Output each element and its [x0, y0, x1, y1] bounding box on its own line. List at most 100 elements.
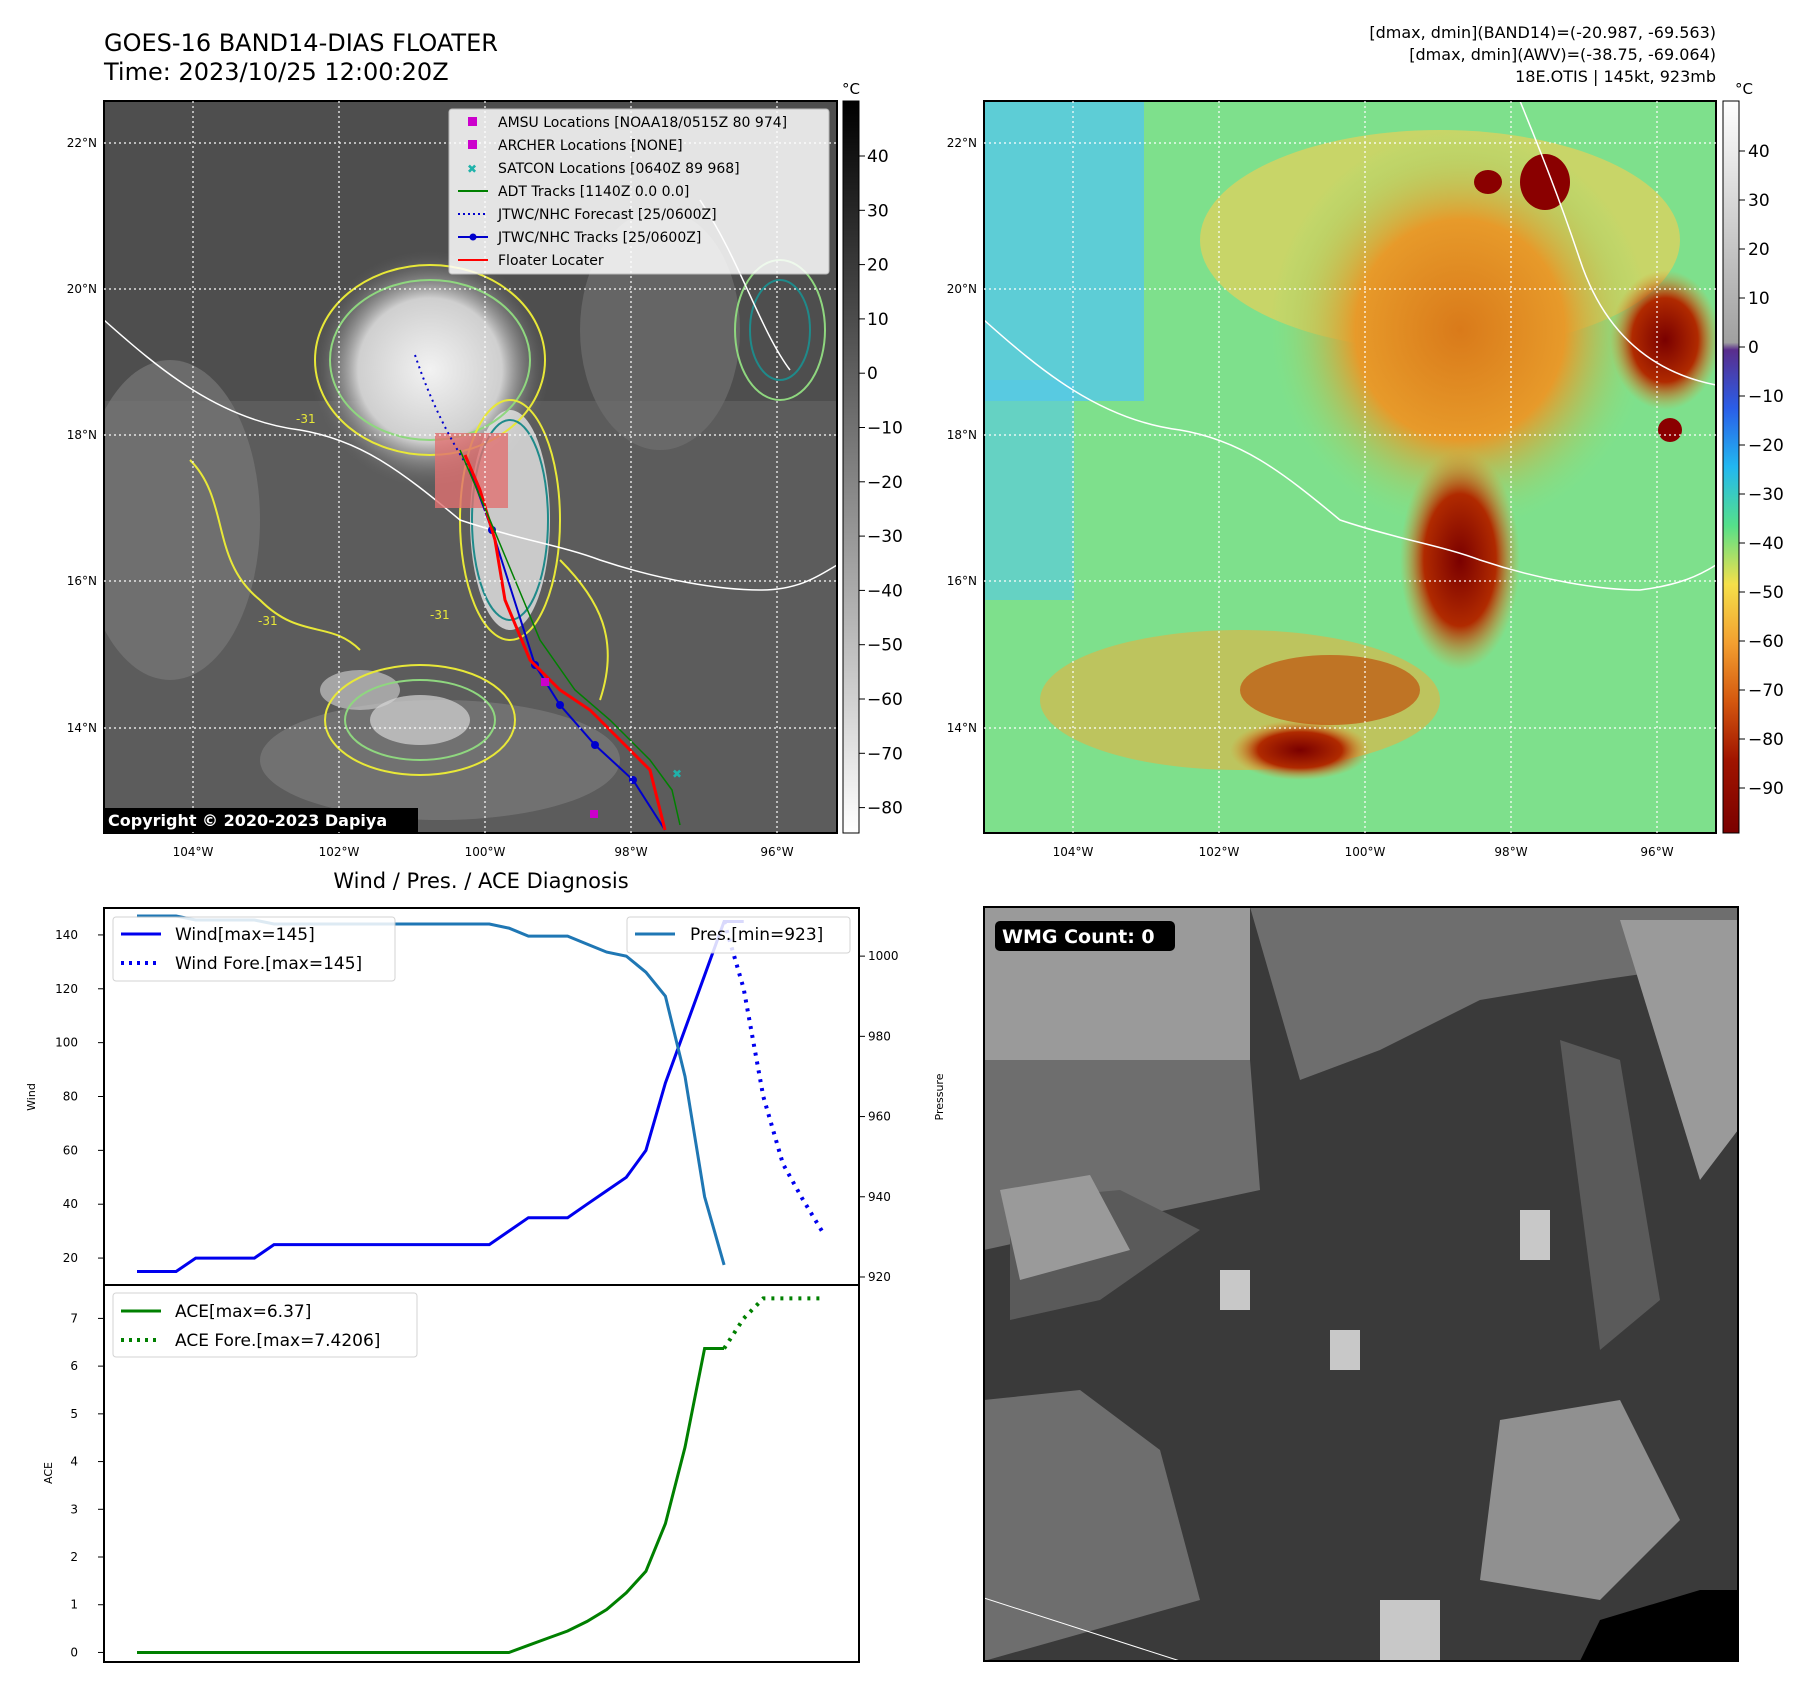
- colorbar-tick-label: −20: [867, 473, 903, 493]
- legend-wind-forecast: Wind Fore.[max=145]: [175, 954, 362, 974]
- contour-label: -31: [258, 614, 278, 628]
- lon-tick-label: 102°W: [1199, 845, 1240, 859]
- ace-tick-label: 5: [70, 1407, 78, 1421]
- wv-map-panel: °C 40 30 20 10 0 −10 −20 −30 −40 −50 −60 −70 −80 −90: [983, 80, 1784, 834]
- colorbar-tick-label: 0: [1748, 338, 1759, 358]
- legend-ace: ACE[max=6.37]: [175, 1302, 311, 1322]
- wind-tick-label: 140: [55, 928, 78, 942]
- wind-tick-label: 20: [63, 1251, 78, 1265]
- info-line2: [dmax, dmin](AWV)=(-38.75, -69.064): [1409, 45, 1716, 64]
- lon-tick-label: 96°W: [760, 845, 793, 859]
- wv-colorbar: [1722, 100, 1740, 834]
- colorbar-tick-label: 30: [867, 201, 889, 221]
- figure-title-line2: Time: 2023/10/25 12:00:20Z: [103, 58, 449, 86]
- lon-tick-label: 102°W: [319, 845, 360, 859]
- colorbar-tick-label: 20: [1748, 240, 1770, 260]
- legend-marker: ✖: [467, 162, 477, 176]
- colorbar-tick-label: 40: [1748, 142, 1770, 162]
- colorbar-tick-label: −90: [1748, 779, 1784, 799]
- lat-tick-label: 22°N: [67, 136, 97, 150]
- legend-label: Floater Locater: [498, 253, 604, 269]
- colorbar-tick-label: −60: [1748, 632, 1784, 652]
- pressure-legend: Pres.[min=923]: [626, 916, 851, 954]
- wv-colorbar-unit: °C: [1735, 80, 1753, 98]
- legend-label: SATCON Locations [0640Z 89 968]: [498, 161, 740, 177]
- lon-tick-label: 100°W: [1345, 845, 1386, 859]
- colorbar-tick-label: −80: [867, 799, 903, 819]
- wmg-count-text: WMG Count: 0: [1002, 926, 1155, 948]
- wv-gridlines: [984, 101, 1716, 833]
- legend-ace-forecast: ACE Fore.[max=7.4206]: [175, 1331, 380, 1351]
- ir-legend: AMSU Locations [NOAA18/0515Z 80 974] ARCH…: [448, 108, 830, 275]
- ace-forecast-line: [722, 1296, 822, 1350]
- wind-legend: Wind[max=145] Wind Fore.[max=145]: [112, 916, 396, 982]
- colorbar-tick-label: 40: [867, 147, 889, 167]
- colorbar-tick-label: −50: [867, 636, 903, 656]
- legend-label: JTWC/NHC Forecast [25/0600Z]: [497, 207, 717, 223]
- legend-marker: [468, 117, 477, 126]
- wmg-panel: WMG Count: 0: [983, 906, 1739, 1662]
- colorbar-tick-label: −40: [1748, 534, 1784, 554]
- wind-tick-label: 40: [63, 1197, 78, 1211]
- pressure-tick-label: 980: [868, 1029, 891, 1043]
- lat-tick-label: 16°N: [947, 574, 977, 588]
- ace-tick-label: 3: [70, 1502, 78, 1516]
- wind-line: [137, 920, 744, 1273]
- wind-pressure-chart: Wind Pressure 20 40 60 80 100 120 140 920 940 960…: [25, 907, 946, 1286]
- lon-tick-label: 98°W: [1494, 845, 1527, 859]
- ace-tick-label: 1: [70, 1598, 78, 1612]
- colorbar-tick-label: −70: [1748, 681, 1784, 701]
- wind-tick-label: 100: [55, 1036, 78, 1050]
- ace-tick-label: 6: [70, 1359, 78, 1373]
- pressure-tick-label: 920: [868, 1270, 891, 1284]
- lat-tick-label: 22°N: [947, 136, 977, 150]
- lat-tick-label: 16°N: [67, 574, 97, 588]
- colorbar-tick-label: −10: [867, 419, 903, 439]
- legend-marker-dot: [469, 233, 477, 241]
- colorbar-tick-label: −50: [1748, 583, 1784, 603]
- lon-tick-label: 104°W: [1053, 845, 1094, 859]
- colorbar-tick-label: −40: [867, 581, 903, 601]
- lat-tick-label: 14°N: [67, 721, 97, 735]
- legend-label: AMSU Locations [NOAA18/0515Z 80 974]: [498, 115, 787, 131]
- wind-axis-label: Wind: [25, 1083, 38, 1111]
- figure-title-line1: GOES-16 BAND14-DIAS FLOATER: [104, 29, 498, 57]
- contour-label: -31: [430, 608, 450, 622]
- pressure-tick-label: 940: [868, 1190, 891, 1204]
- ace-line: [137, 1347, 725, 1654]
- lon-tick-label: 98°W: [614, 845, 647, 859]
- contour-label: -31: [296, 412, 316, 426]
- lat-tick-label: 20°N: [67, 282, 97, 296]
- pressure-tick-label: 960: [868, 1110, 891, 1124]
- wind-tick-label: 60: [63, 1143, 78, 1157]
- ace-legend: ACE[max=6.37] ACE Fore.[max=7.4206]: [112, 1292, 418, 1358]
- colorbar-tick-label: −60: [867, 690, 903, 710]
- ir-map-panel: -31 -31 -31 ✖: [103, 80, 903, 834]
- info-line1: [dmax, dmin](BAND14)=(-20.987, -69.563): [1369, 23, 1716, 42]
- ace-chart: ACE 0 1 2 3 4 5 6 7 ACE[max=6.37] ACE Fore.[max…: [42, 1284, 860, 1663]
- lat-tick-label: 18°N: [67, 428, 97, 442]
- lon-tick-label: 100°W: [465, 845, 506, 859]
- wind-tick-label: 80: [63, 1090, 78, 1104]
- colorbar-tick-label: −30: [1748, 485, 1784, 505]
- colorbar-tick-label: −10: [1748, 387, 1784, 407]
- legend-wind: Wind[max=145]: [175, 925, 315, 945]
- svg-text:✖: ✖: [672, 767, 682, 781]
- legend-label: ADT Tracks [1140Z 0.0 0.0]: [498, 184, 689, 200]
- lat-tick-label: 18°N: [947, 428, 977, 442]
- ace-tick-label: 7: [70, 1311, 78, 1325]
- colorbar-tick-label: 20: [867, 256, 889, 276]
- diagnosis-title: Wind / Pres. / ACE Diagnosis: [333, 869, 628, 893]
- ace-tick-label: 0: [70, 1645, 78, 1659]
- ace-tick-label: 2: [70, 1550, 78, 1564]
- colorbar-tick-label: 0: [867, 364, 878, 384]
- legend-pressure: Pres.[min=923]: [690, 925, 823, 945]
- colorbar-tick-label: 30: [1748, 191, 1770, 211]
- ace-tick-label: 4: [70, 1455, 78, 1469]
- wind-tick-label: 120: [55, 982, 78, 996]
- lon-tick-label: 104°W: [173, 845, 214, 859]
- lon-tick-label: 96°W: [1640, 845, 1673, 859]
- colorbar-tick-label: −20: [1748, 436, 1784, 456]
- wmg-count-badge: [995, 921, 1175, 951]
